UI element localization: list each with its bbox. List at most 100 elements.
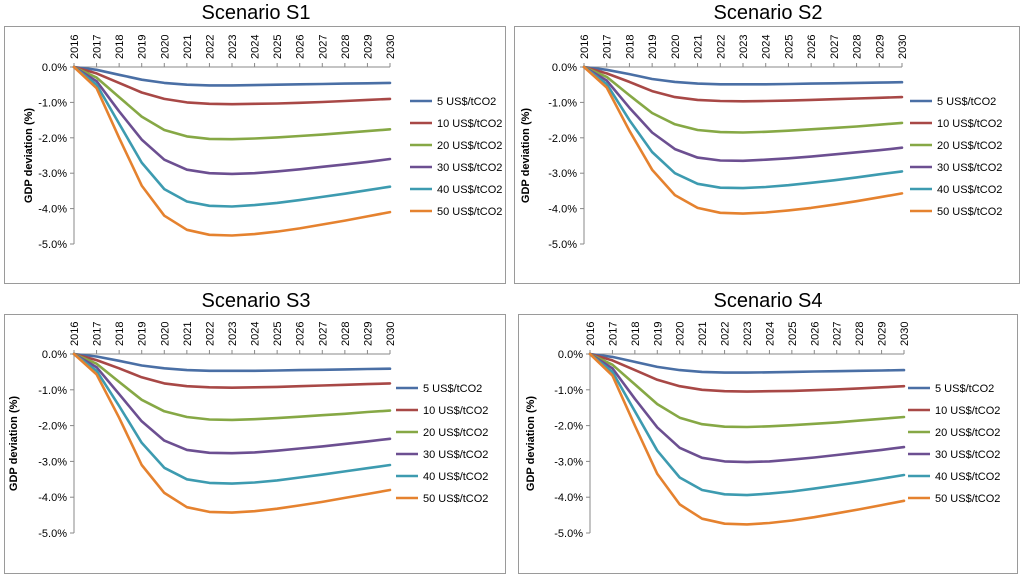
series-line-6	[72, 352, 392, 514]
chart-title: Scenario S2	[713, 2, 823, 24]
x-tick-label: 2017	[92, 322, 104, 346]
x-tick-label: 2017	[607, 322, 619, 346]
x-tick-label: 2016	[579, 35, 591, 59]
y-tick-label: -3.0%	[38, 168, 67, 180]
x-tick-label: 2018	[114, 35, 126, 59]
x-tick-label: 2025	[787, 322, 799, 346]
y-axis-label: GDP deviation (%)	[520, 108, 532, 203]
legend-label: 10 US$/tCO2	[437, 118, 502, 130]
x-tick-label: 2029	[362, 35, 374, 59]
x-tick-label: 2016	[69, 322, 81, 346]
x-tick-label: 2023	[738, 35, 750, 59]
series-line-2	[72, 352, 392, 389]
series-line-6	[582, 65, 904, 215]
series-line-3	[72, 352, 392, 422]
legend-label: 50 US$/tCO2	[423, 493, 488, 505]
legend-label: 5 US$/tCO2	[423, 383, 482, 395]
x-tick-label: 2026	[295, 322, 307, 346]
y-tick-label: -5.0%	[554, 528, 583, 540]
series-line-2	[588, 352, 906, 393]
line-chart-s2: 0.0% -1.0% -2.0% -3.0% -4.0% -5.0% 2016 2017 201…	[520, 35, 1002, 251]
series-line-5	[582, 65, 904, 190]
series-line-1	[588, 352, 906, 374]
x-tick-label: 2017	[602, 35, 614, 59]
y-tick-label: -2.0%	[554, 421, 583, 433]
legend-label: 10 US$/tCO2	[423, 405, 488, 417]
x-tick-label: 2030	[897, 35, 909, 59]
y-tick-label: 0.0%	[552, 62, 577, 74]
x-tick-label: 2027	[317, 322, 329, 346]
legend-label: 40 US$/tCO2	[437, 184, 502, 196]
x-tick-label: 2023	[227, 322, 239, 346]
legend-label: 30 US$/tCO2	[423, 449, 488, 461]
y-tick-label: -5.0%	[38, 528, 67, 540]
legend-label: 40 US$/tCO2	[937, 184, 1002, 196]
x-tick-label: 2023	[227, 35, 239, 59]
series-line-3	[72, 65, 392, 141]
x-tick-label: 2022	[204, 322, 216, 346]
x-tick-label: 2028	[340, 35, 352, 59]
x-tick-label: 2026	[809, 322, 821, 346]
x-tick-label: 2018	[630, 322, 642, 346]
y-axis-label: GDP deviation (%)	[23, 108, 35, 203]
legend-label: 5 US$/tCO2	[935, 383, 994, 395]
x-tick-label: 2018	[114, 322, 126, 346]
x-tick-label: 2026	[806, 35, 818, 59]
chart-title: Scenario S1	[201, 2, 311, 24]
legend-label: 20 US$/tCO2	[437, 140, 502, 152]
x-tick-label: 2024	[764, 322, 776, 346]
series-line-2	[72, 65, 392, 106]
chart-panel-s3: Scenario S3 0.0% -1.0% -2.0% -3.0% -4.0% -5.0…	[0, 288, 512, 577]
series-line-6	[588, 352, 906, 526]
x-tick-label: 2019	[652, 322, 664, 346]
series-line-3	[588, 352, 906, 429]
x-tick-label: 2024	[250, 322, 262, 346]
y-tick-label: -3.0%	[548, 168, 577, 180]
x-tick-label: 2027	[317, 35, 329, 59]
x-tick-label: 2020	[159, 322, 171, 346]
series-line-4	[72, 65, 392, 176]
series-line-5	[588, 352, 906, 497]
x-tick-label: 2021	[697, 322, 709, 346]
legend-label: 5 US$/tCO2	[937, 96, 996, 108]
x-tick-label: 2025	[272, 322, 284, 346]
x-tick-label: 2026	[295, 35, 307, 59]
series-line-3	[582, 65, 904, 134]
x-tick-label: 2024	[761, 35, 773, 59]
x-tick-label: 2017	[92, 35, 104, 59]
x-tick-label: 2025	[783, 35, 795, 59]
legend-label: 30 US$/tCO2	[937, 162, 1002, 174]
series-line-6	[72, 65, 392, 237]
x-tick-label: 2019	[137, 322, 149, 346]
x-tick-label: 2016	[69, 35, 81, 59]
series-line-1	[72, 65, 392, 87]
x-tick-label: 2018	[624, 35, 636, 59]
chart-panel-s1: Scenario S1 0.0% -1.0% -2.0% -3.0% -4.0% -5.0…	[0, 0, 512, 288]
series-line-4	[588, 352, 906, 464]
x-tick-label: 2027	[832, 322, 844, 346]
x-tick-label: 2029	[877, 322, 889, 346]
y-tick-label: -5.0%	[38, 239, 67, 251]
legend-label: 30 US$/tCO2	[437, 162, 502, 174]
legend-label: 30 US$/tCO2	[935, 449, 1000, 461]
x-tick-label: 2021	[182, 322, 194, 346]
legend-label: 50 US$/tCO2	[937, 206, 1002, 218]
y-tick-label: 0.0%	[42, 349, 67, 361]
x-tick-label: 2019	[137, 35, 149, 59]
x-tick-label: 2024	[250, 35, 262, 59]
x-tick-label: 2025	[272, 35, 284, 59]
y-tick-label: -1.0%	[38, 385, 67, 397]
series-line-5	[72, 352, 392, 485]
y-tick-label: -3.0%	[554, 456, 583, 468]
y-tick-label: -1.0%	[554, 385, 583, 397]
legend-label: 20 US$/tCO2	[935, 427, 1000, 439]
y-tick-label: -1.0%	[548, 97, 577, 109]
x-tick-label: 2030	[385, 35, 397, 59]
line-chart-s1: 0.0% -1.0% -2.0% -3.0% -4.0% -5.0% 2016 2017 201…	[23, 35, 502, 251]
legend-label: 5 US$/tCO2	[437, 96, 496, 108]
x-tick-label: 2022	[715, 35, 727, 59]
x-tick-label: 2021	[182, 35, 194, 59]
x-tick-label: 2020	[675, 322, 687, 346]
legend-label: 20 US$/tCO2	[423, 427, 488, 439]
chart-panel-s2: Scenario S2 0.0% -1.0% -2.0% -3.0% -4.0% -5.0…	[512, 0, 1024, 288]
